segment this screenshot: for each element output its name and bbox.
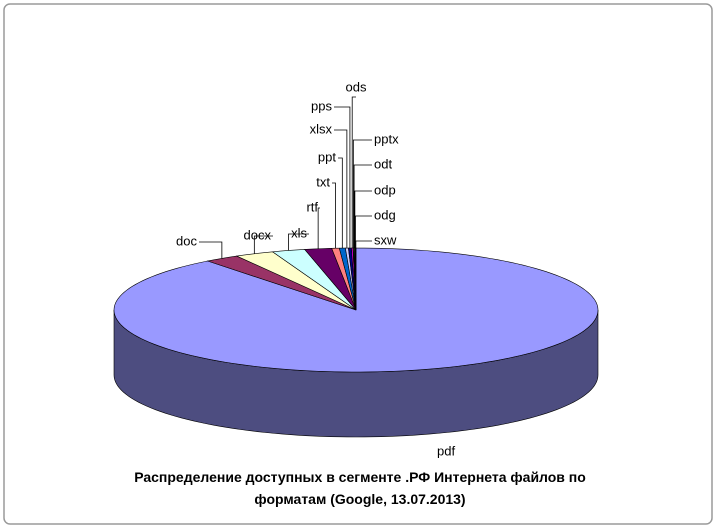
leader-line	[334, 106, 351, 249]
leader-line	[355, 240, 372, 249]
slice-label: txt	[316, 174, 330, 189]
slice-label: sxw	[374, 232, 397, 247]
leader-line	[253, 235, 273, 254]
pie-slice	[206, 255, 357, 311]
slice-label: ppt	[318, 149, 336, 164]
leader-line	[354, 190, 372, 249]
leader-line	[317, 207, 320, 249]
slice-label: odg	[374, 207, 396, 222]
leader-line	[338, 157, 343, 249]
leader-line	[334, 129, 348, 249]
slice-label: pps	[311, 98, 332, 113]
slice-label: odp	[374, 182, 396, 197]
leader-line	[288, 233, 309, 251]
leader-line	[332, 182, 336, 249]
pie-slice	[235, 251, 357, 311]
slice-label: ods	[346, 79, 367, 94]
slice-label: odt	[374, 156, 392, 171]
leader-line	[352, 139, 372, 249]
slice-label: xlsx	[310, 121, 333, 136]
slice-label: pdf	[437, 443, 455, 458]
slice-label: rtf	[306, 199, 318, 214]
slice-label: doc	[176, 233, 197, 248]
leader-line	[353, 164, 372, 249]
slice-label: docx	[244, 227, 272, 242]
leader-line	[351, 96, 356, 249]
chart-title: Распределение доступных в сегменте .РФ И…	[134, 469, 586, 507]
slice-label: pptx	[374, 131, 399, 146]
leader-line	[199, 241, 223, 259]
leader-line	[355, 215, 372, 249]
slice-label: xls	[291, 225, 307, 240]
